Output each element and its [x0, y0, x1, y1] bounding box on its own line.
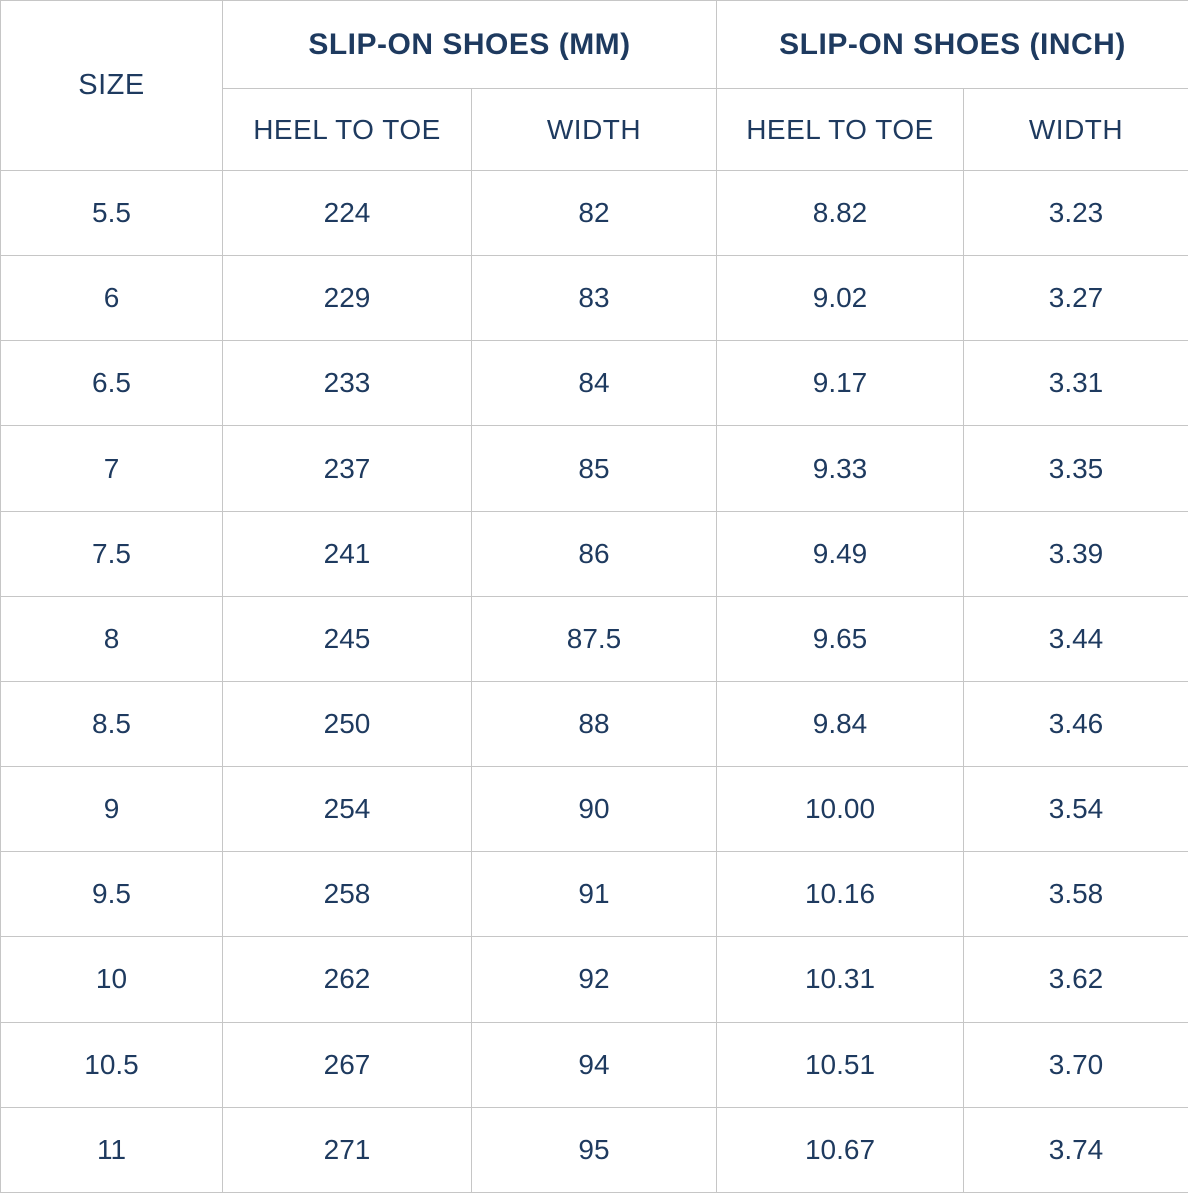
mm-heel-to-toe-cell: 237: [222, 425, 472, 512]
inch-heel-to-toe-cell: 9.65: [716, 595, 964, 682]
inch-width-cell: 3.27: [963, 255, 1188, 342]
inch-width-cell: 3.39: [963, 510, 1188, 597]
subheader-mm-heel-to-toe: HEEL TO TOE: [222, 88, 472, 171]
inch-width-cell: 3.46: [963, 680, 1188, 768]
mm-width-cell: 91: [471, 851, 717, 938]
table-row: 6 229 83 9.02 3.27: [0, 255, 1188, 342]
table-row: 5.5 224 82 8.82 3.23: [0, 169, 1188, 257]
table-row: 10 262 92 10.31 3.62: [0, 936, 1188, 1023]
size-cell: 6: [0, 255, 223, 342]
size-cell: 10: [0, 936, 223, 1023]
mm-heel-to-toe-cell: 233: [222, 340, 472, 427]
inch-width-cell: 3.62: [963, 936, 1188, 1023]
mm-heel-to-toe-cell: 241: [222, 510, 472, 597]
mm-heel-to-toe-cell: 250: [222, 680, 472, 768]
mm-heel-to-toe-cell: 267: [222, 1021, 472, 1108]
inch-heel-to-toe-cell: 9.02: [716, 255, 964, 342]
group-header-mm: SLIP-ON SHOES (MM): [222, 0, 717, 89]
inch-heel-to-toe-cell: 9.17: [716, 340, 964, 427]
inch-width-cell: 3.23: [963, 169, 1188, 257]
inch-width-cell: 3.74: [963, 1106, 1188, 1193]
inch-width-cell: 3.35: [963, 425, 1188, 512]
mm-heel-to-toe-cell: 258: [222, 851, 472, 938]
subheader-mm-width: WIDTH: [471, 88, 717, 171]
inch-heel-to-toe-cell: 10.51: [716, 1021, 964, 1108]
inch-heel-to-toe-cell: 10.67: [716, 1106, 964, 1193]
mm-heel-to-toe-cell: 224: [222, 169, 472, 257]
inch-width-cell: 3.58: [963, 851, 1188, 938]
inch-width-cell: 3.70: [963, 1021, 1188, 1108]
mm-width-cell: 92: [471, 936, 717, 1023]
size-cell: 11: [0, 1106, 223, 1193]
table-header: SIZE SLIP-ON SHOES (MM) SLIP-ON SHOES (I…: [0, 0, 1188, 171]
mm-heel-to-toe-cell: 254: [222, 766, 472, 853]
mm-width-cell: 82: [471, 169, 717, 257]
size-cell: 5.5: [0, 169, 223, 257]
table-row: 11 271 95 10.67 3.74: [0, 1106, 1188, 1193]
inch-width-cell: 3.44: [963, 595, 1188, 682]
mm-heel-to-toe-cell: 262: [222, 936, 472, 1023]
inch-heel-to-toe-cell: 10.00: [716, 766, 964, 853]
table-body: 5.5 224 82 8.82 3.23 6 229 83 9.02 3.27 …: [0, 169, 1188, 1193]
mm-heel-to-toe-cell: 245: [222, 595, 472, 682]
mm-width-cell: 95: [471, 1106, 717, 1193]
table-row: 8 245 87.5 9.65 3.44: [0, 595, 1188, 682]
inch-width-cell: 3.54: [963, 766, 1188, 853]
size-column-header: SIZE: [0, 0, 223, 171]
inch-heel-to-toe-cell: 9.33: [716, 425, 964, 512]
table-row: 6.5 233 84 9.17 3.31: [0, 340, 1188, 427]
table-row: 7 237 85 9.33 3.35: [0, 425, 1188, 512]
mm-width-cell: 90: [471, 766, 717, 853]
table-row: 9 254 90 10.00 3.54: [0, 766, 1188, 853]
table-row: 10.5 267 94 10.51 3.70: [0, 1021, 1188, 1108]
size-cell: 8.5: [0, 680, 223, 768]
group-header-row: SIZE SLIP-ON SHOES (MM) SLIP-ON SHOES (I…: [0, 0, 1188, 171]
subheader-inch-heel-to-toe: HEEL TO TOE: [716, 88, 964, 171]
mm-width-cell: 94: [471, 1021, 717, 1108]
size-cell: 9: [0, 766, 223, 853]
mm-width-cell: 84: [471, 340, 717, 427]
table-row: 7.5 241 86 9.49 3.39: [0, 510, 1188, 597]
size-cell: 10.5: [0, 1021, 223, 1108]
size-cell: 8: [0, 595, 223, 682]
mm-width-cell: 85: [471, 425, 717, 512]
inch-heel-to-toe-cell: 10.31: [716, 936, 964, 1023]
table-row: 8.5 250 88 9.84 3.46: [0, 680, 1188, 768]
size-cell: 7.5: [0, 510, 223, 597]
mm-width-cell: 88: [471, 680, 717, 768]
inch-heel-to-toe-cell: 9.84: [716, 680, 964, 768]
mm-width-cell: 83: [471, 255, 717, 342]
inch-heel-to-toe-cell: 8.82: [716, 169, 964, 257]
mm-heel-to-toe-cell: 271: [222, 1106, 472, 1193]
inch-width-cell: 3.31: [963, 340, 1188, 427]
subheader-inch-width: WIDTH: [963, 88, 1188, 171]
table-row: 9.5 258 91 10.16 3.58: [0, 851, 1188, 938]
size-cell: 7: [0, 425, 223, 512]
mm-width-cell: 87.5: [471, 595, 717, 682]
mm-width-cell: 86: [471, 510, 717, 597]
mm-heel-to-toe-cell: 229: [222, 255, 472, 342]
inch-heel-to-toe-cell: 10.16: [716, 851, 964, 938]
size-cell: 6.5: [0, 340, 223, 427]
size-cell: 9.5: [0, 851, 223, 938]
inch-heel-to-toe-cell: 9.49: [716, 510, 964, 597]
group-header-inch: SLIP-ON SHOES (INCH): [716, 0, 1188, 89]
